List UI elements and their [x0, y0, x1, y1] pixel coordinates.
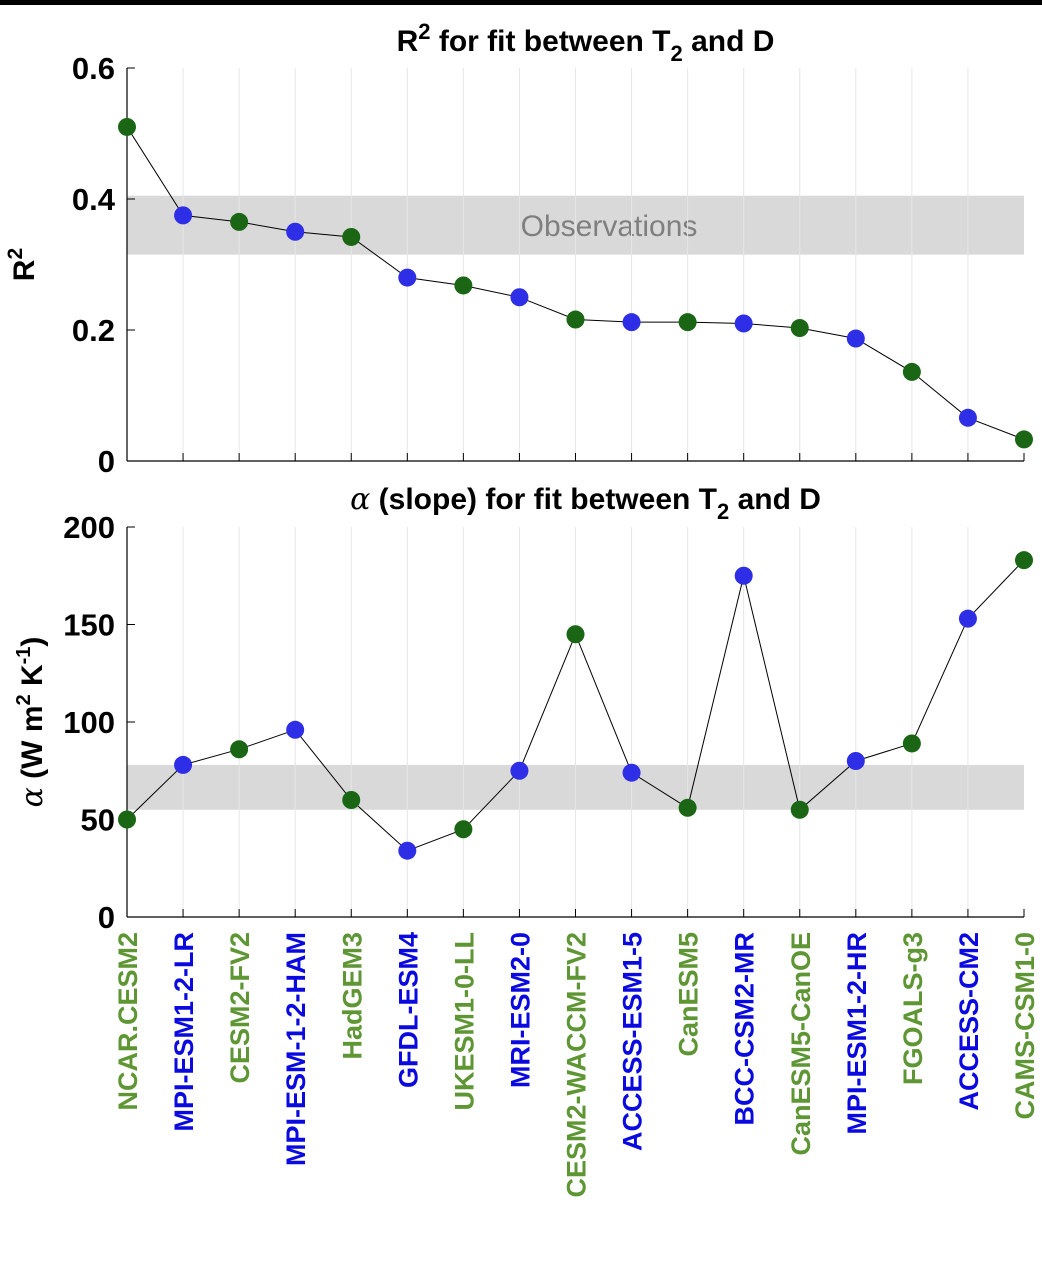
r2-title-sup: 2: [418, 19, 430, 44]
alpha-ylabel-c: ): [16, 637, 49, 647]
r2-gridlines: [182, 68, 969, 461]
x-tick-label: CESM2-FV2: [225, 932, 255, 1084]
r2-point: [678, 313, 697, 332]
alpha-point: [398, 841, 417, 860]
alpha-point: [734, 566, 753, 585]
alpha-points: [118, 551, 1033, 860]
alpha-y-tick-label: 150: [63, 608, 115, 643]
alpha-ylabel-sup2: -1: [13, 647, 35, 665]
r2-point: [622, 313, 641, 332]
alpha-title-end: and D: [729, 483, 821, 516]
alpha-y-tick-label: 50: [81, 803, 115, 838]
alpha-gridlines: [182, 527, 969, 917]
r2-point: [902, 362, 921, 381]
x-tick-label: MPI-ESM1-2-LR: [169, 932, 199, 1132]
r2-title-main: R: [397, 25, 419, 58]
alpha-point: [230, 740, 249, 759]
alpha-point: [902, 734, 921, 753]
r2-point: [566, 310, 585, 329]
x-tick-label: MPI-ESM1-2-HR: [842, 932, 872, 1135]
r2-point: [286, 222, 305, 241]
r2-axes: [126, 68, 1025, 462]
x-tick-label: CAMS-CSM1-0: [1010, 932, 1040, 1120]
r2-point: [790, 319, 809, 338]
r2-title-sub: 2: [671, 41, 683, 66]
alpha-y-tick-label: 100: [63, 705, 115, 740]
alpha-ylabel-b: K: [16, 664, 49, 694]
x-tick-label: ACCESS-CM2: [954, 932, 984, 1111]
r2-title: R2 for fit between T2 and D: [397, 19, 775, 66]
alpha-ylabel-a: (W m: [16, 706, 49, 788]
alpha-point: [454, 820, 473, 839]
r2-point: [1015, 430, 1033, 449]
x-tick-label: CanESM5: [674, 932, 704, 1057]
alpha-point: [622, 763, 641, 782]
r2-y-tick-label: 0.6: [72, 51, 115, 86]
r2-y-tick-label: 0.4: [72, 182, 116, 217]
r2-point: [342, 227, 361, 246]
x-tick-label: FGOALS-g3: [898, 932, 928, 1085]
r2-point: [398, 268, 417, 287]
x-tick-label: NCAR.CESM2: [113, 932, 143, 1111]
r2-y-tick-label: 0.2: [72, 313, 115, 348]
x-tick-label: HadGEM3: [337, 932, 367, 1060]
x-tick-label: CanESM5-CanOE: [786, 932, 816, 1156]
alpha-point: [1015, 551, 1033, 570]
r2-panel: Observations 00.20.40.6 R2 for fit betwe…: [4, 19, 1033, 479]
alpha-y-tick-label: 0: [98, 900, 115, 935]
r2-point: [174, 206, 193, 225]
alpha-title-sub: 2: [717, 499, 729, 524]
alpha-ylabel-symbol: α: [15, 787, 50, 807]
alpha-point: [678, 798, 697, 817]
alpha-point: [790, 800, 809, 819]
alpha-title-mid: (slope) for fit between T: [370, 483, 717, 516]
alpha-point: [510, 761, 529, 780]
alpha-title: α (slope) for fit between T2 and D: [350, 482, 821, 524]
r2-ylabel-main: R: [8, 259, 41, 281]
r2-title-mid: for fit between T: [431, 25, 671, 58]
x-tick-label: MPI-ESM-1-2-HAM: [281, 932, 311, 1166]
x-tick-label: GFDL-ESM4: [393, 932, 423, 1088]
r2-y-label: R2: [4, 248, 41, 281]
x-tick-label: ACCESS-ESM1-5: [618, 932, 648, 1151]
alpha-point: [958, 609, 977, 628]
alpha-point: [174, 755, 193, 774]
r2-point: [118, 117, 136, 136]
alpha-panel: 0 50 100 150 200 α (slope) for fit between T…: [13, 482, 1033, 935]
r2-observation-label: Observations: [521, 210, 698, 243]
r2-point: [734, 314, 753, 333]
alpha-point: [286, 720, 305, 739]
r2-title-end: and D: [683, 25, 775, 58]
r2-y-ticks: 0 0.2 0.4 0.6: [72, 51, 135, 479]
alpha-point: [846, 752, 865, 770]
x-tick-labels: NCAR.CESM2 MPI-ESM1-2-LR CESM2-FV2 MPI-ESM-…: [113, 932, 1040, 1198]
alpha-point: [118, 810, 136, 829]
alpha-point: [566, 625, 585, 644]
top-border: [0, 0, 1042, 5]
r2-ylabel-sup: 2: [4, 248, 27, 260]
alpha-ylabel-sup1: 2: [13, 694, 35, 705]
alpha-title-symbol: α: [350, 482, 370, 517]
r2-y-tick-label: 0: [98, 444, 115, 479]
x-tick-label: MRI-ESM2-0: [505, 932, 535, 1088]
alpha-y-ticks: 0 50 100 150 200: [63, 510, 135, 935]
r2-points: [118, 117, 1033, 449]
alpha-y-label: α (W m2 K-1): [13, 637, 50, 808]
r2-point: [454, 276, 473, 295]
r2-point: [230, 212, 249, 231]
x-tick-label: CESM2-WACCM-FV2: [562, 932, 592, 1198]
x-tick-label: BCC-CSM2-MR: [730, 932, 760, 1125]
alpha-point: [342, 791, 361, 809]
r2-point: [846, 329, 865, 348]
r2-point: [958, 408, 977, 427]
alpha-y-tick-label: 200: [63, 510, 115, 545]
x-tick-label: UKESM1-0-LL: [449, 932, 479, 1111]
r2-point: [510, 288, 529, 307]
